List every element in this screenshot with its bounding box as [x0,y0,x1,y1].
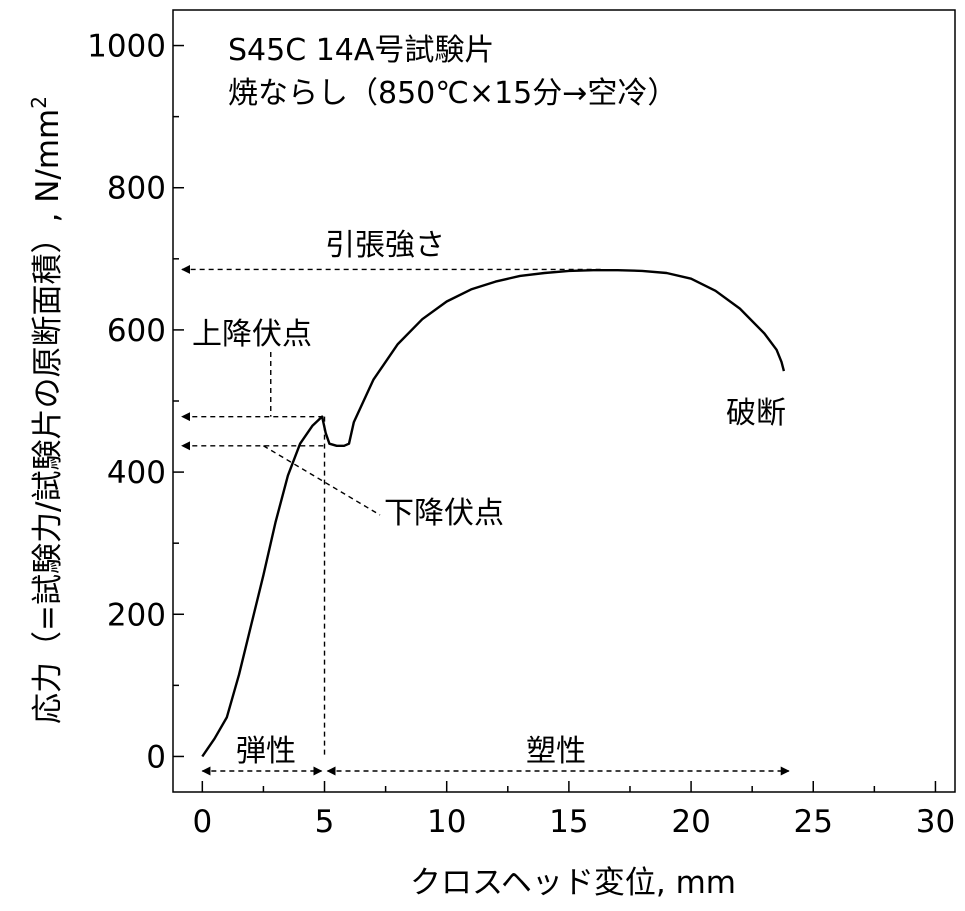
lower-yield-leader [263,445,381,516]
chart-title-line-2: 焼ならし（850℃×15分→空冷） [228,76,677,111]
y-axis-title-superscript: 2 [27,96,51,109]
y-tick-label: 400 [107,455,166,491]
axis-ticks [173,44,937,792]
y-tick-label: 800 [107,171,166,207]
x-tick-label: 15 [549,804,588,840]
x-tick-label: 20 [671,804,710,840]
y-tick-label: 0 [146,739,166,775]
x-tick-label: 0 [192,804,212,840]
x-tick-label: 10 [427,804,466,840]
upper-yield-label: 上降伏点 [192,317,312,352]
x-tick-label: 25 [794,804,833,840]
elastic-label: 弾性 [236,734,296,769]
lower-yield-label: 下降伏点 [384,496,504,531]
axis-tick-labels: 0 5 10 15 20 25 30 0 200 400 600 800 1000 [87,29,955,840]
annotation-guides [181,264,790,776]
x-tick-label: 30 [916,804,955,840]
x-axis-title: クロスヘッド変位, mm [410,865,736,901]
y-tick-label: 200 [107,597,166,633]
plastic-label: 塑性 [526,734,586,769]
plot-area-frame [172,9,956,793]
fracture-label: 破断 [726,396,786,431]
y-axis-title: 応力（=試験力/試験片の原断面積）, N/mm2 [27,96,66,724]
chart-title-line-1: S45C 14A号試験片 [228,33,494,68]
y-tick-label: 1000 [87,29,166,65]
tensile-strength-label: 引張強さ [325,228,445,263]
stress-strain-curve [201,269,786,758]
y-axis-title-main: 応力（=試験力/試験片の原断面積）, N/mm [30,109,66,724]
x-tick-label: 5 [315,804,335,840]
y-tick-label: 600 [107,313,166,349]
